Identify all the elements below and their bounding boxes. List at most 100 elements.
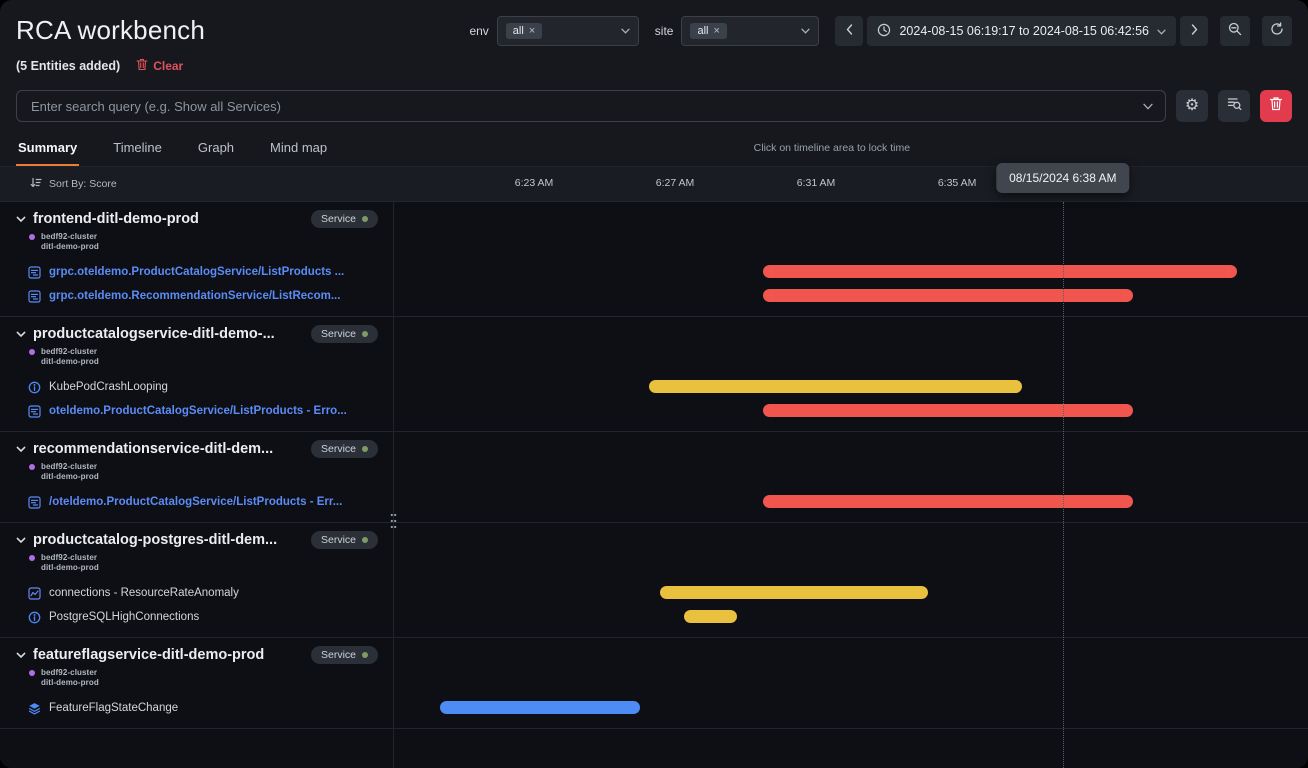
search-box[interactable] <box>16 90 1166 122</box>
advanced-search-icon <box>1227 96 1242 116</box>
zoom-out-icon <box>1228 22 1242 41</box>
timeline-rows <box>393 581 1292 629</box>
entity-group: productcatalogservice-ditl-demo-... Servi… <box>0 317 1308 432</box>
sort-by-control[interactable]: Sort By: Score <box>0 167 393 201</box>
entity-header[interactable]: recommendationservice-ditl-dem... Service <box>16 438 382 460</box>
finding-item[interactable]: grpc.oteldemo.ProductCatalogService/List… <box>16 260 382 284</box>
cluster-info: bedf92-cluster ditl-demo-prod <box>16 462 382 486</box>
time-range-picker[interactable]: 2024-08-15 06:19:17 to 2024-08-15 06:42:… <box>867 16 1176 46</box>
finding-item[interactable]: FeatureFlagStateChange <box>16 696 382 720</box>
site-select[interactable]: all × <box>681 16 820 46</box>
timeline-bar[interactable] <box>440 701 640 714</box>
filter-controls: env all × site all × <box>469 16 1292 46</box>
tab-graph[interactable]: Graph <box>197 139 235 155</box>
finding-item[interactable]: /oteldemo.ProductCatalogService/ListProd… <box>16 490 382 514</box>
refresh-button[interactable] <box>1262 16 1292 46</box>
env-label: env <box>469 24 489 38</box>
status-dot-icon <box>362 537 368 543</box>
collapse-caret-icon[interactable] <box>16 446 26 453</box>
tab-mind-map[interactable]: Mind map <box>270 139 328 155</box>
cluster-dot-icon <box>29 555 35 561</box>
collapse-caret-icon[interactable] <box>16 216 26 223</box>
finding-item[interactable]: oteldemo.ProductCatalogService/ListProdu… <box>16 399 382 423</box>
timeline-bar[interactable] <box>648 380 1022 393</box>
finding-item[interactable]: connections - ResourceRateAnomaly <box>16 581 382 605</box>
chevron-down-icon <box>1143 97 1153 115</box>
layers-icon <box>28 702 41 715</box>
top-bar: RCA workbench (5 Entities added) Clear e… <box>0 0 1308 76</box>
chevron-down-icon <box>1157 24 1166 38</box>
env-select[interactable]: all × <box>496 16 639 46</box>
finding-item[interactable]: grpc.oteldemo.RecommendationService/List… <box>16 284 382 308</box>
timeline-bar[interactable] <box>763 265 1237 278</box>
chevron-down-icon <box>801 28 811 34</box>
trash-icon <box>136 58 148 74</box>
trace-icon <box>28 265 41 279</box>
settings-button[interactable]: ⚙ <box>1176 90 1208 122</box>
time-next-button[interactable] <box>1180 16 1208 46</box>
time-prev-button[interactable] <box>835 16 864 46</box>
clear-button[interactable]: Clear <box>136 58 183 74</box>
status-dot-icon <box>362 652 368 658</box>
entity-header[interactable]: productcatalog-postgres-ditl-dem... Servi… <box>16 529 382 551</box>
remove-filter-icon[interactable]: × <box>528 24 536 37</box>
timeline-bar[interactable] <box>683 610 737 623</box>
collapse-caret-icon[interactable] <box>16 537 26 544</box>
entity-header[interactable]: frontend-ditl-demo-prod Service <box>16 208 382 230</box>
site-filter-chip[interactable]: all × <box>690 23 727 39</box>
status-dot-icon <box>362 331 368 337</box>
resize-handle-icon[interactable] <box>387 508 400 534</box>
axis-tick: 6:27 AM <box>655 177 695 189</box>
advanced-search-button[interactable] <box>1218 90 1250 122</box>
axis-row: Sort By: Score 08/15/2024 6:38 AM 6:23 A… <box>0 163 1308 202</box>
axis-tick: 6:23 AM <box>514 177 554 189</box>
finding-item[interactable]: KubePodCrashLooping <box>16 375 382 399</box>
cluster-info: bedf92-cluster ditl-demo-prod <box>16 232 382 256</box>
timeline-rows <box>393 696 1292 720</box>
info-icon <box>28 611 41 624</box>
timeline-rows <box>393 375 1292 423</box>
cluster-dot-icon <box>29 670 35 676</box>
timeline-bar[interactable] <box>763 289 1134 302</box>
timeline-content: frontend-ditl-demo-prod Service bedf92-clu… <box>0 202 1308 768</box>
tab-summary[interactable]: Summary <box>16 130 80 166</box>
service-badge: Service <box>310 210 378 228</box>
time-axis[interactable]: 08/15/2024 6:38 AM 6:23 AM 6:27 AM 6:31 AM… <box>393 163 1292 201</box>
service-badge: Service <box>310 440 378 458</box>
service-badge: Service <box>310 531 378 549</box>
search-input[interactable] <box>29 97 1135 115</box>
locked-time-tooltip: 08/15/2024 6:38 AM <box>996 163 1130 193</box>
service-badge: Service <box>310 646 378 664</box>
gear-icon: ⚙ <box>1184 97 1200 114</box>
finding-item[interactable]: PostgreSQLHighConnections <box>16 605 382 629</box>
entity-name: frontend-ditl-demo-prod <box>33 211 199 227</box>
remove-filter-icon[interactable]: × <box>713 24 720 37</box>
entity-group: featureflagservice-ditl-demo-prod Service… <box>0 638 1308 729</box>
chevron-down-icon <box>621 28 630 34</box>
collapse-caret-icon[interactable] <box>16 652 26 659</box>
status-dot-icon <box>362 446 368 452</box>
trash-icon <box>1269 96 1283 116</box>
delete-button[interactable] <box>1260 90 1292 122</box>
status-dot-icon <box>362 216 368 222</box>
zoom-out-button[interactable] <box>1220 16 1250 46</box>
trace-icon <box>28 289 41 303</box>
timeline-rows <box>393 260 1292 308</box>
cluster-dot-icon <box>29 234 35 240</box>
cluster-dot-icon <box>29 349 35 355</box>
timeline-bar[interactable] <box>763 404 1134 417</box>
entity-group: recommendationservice-ditl-dem... Service… <box>0 432 1308 523</box>
chevron-right-icon <box>1191 22 1198 40</box>
anomaly-icon <box>28 586 41 600</box>
entity-name: productcatalog-postgres-ditl-dem... <box>33 532 278 548</box>
env-filter-chip[interactable]: all × <box>505 23 543 39</box>
refresh-icon <box>1270 21 1284 41</box>
entity-header[interactable]: featureflagservice-ditl-demo-prod Service <box>16 644 382 666</box>
collapse-caret-icon[interactable] <box>16 331 26 338</box>
tab-timeline[interactable]: Timeline <box>113 139 162 155</box>
cluster-info: bedf92-cluster ditl-demo-prod <box>16 668 382 692</box>
info-icon <box>28 381 41 394</box>
timeline-bar[interactable] <box>763 495 1134 508</box>
timeline-bar[interactable] <box>660 586 928 599</box>
entity-header[interactable]: productcatalogservice-ditl-demo-... Servi… <box>16 323 382 345</box>
